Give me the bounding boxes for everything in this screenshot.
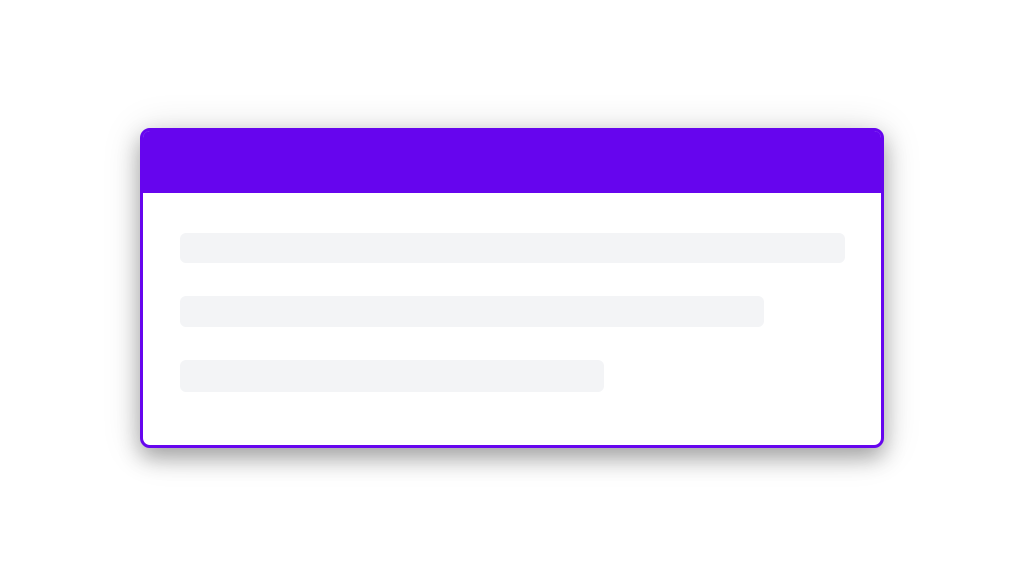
skeleton-line-2: [180, 296, 764, 327]
card: [140, 128, 884, 448]
card-body: [143, 193, 881, 392]
skeleton-line-3: [180, 360, 604, 392]
card-header: [143, 131, 881, 193]
skeleton-line-1: [180, 233, 845, 263]
